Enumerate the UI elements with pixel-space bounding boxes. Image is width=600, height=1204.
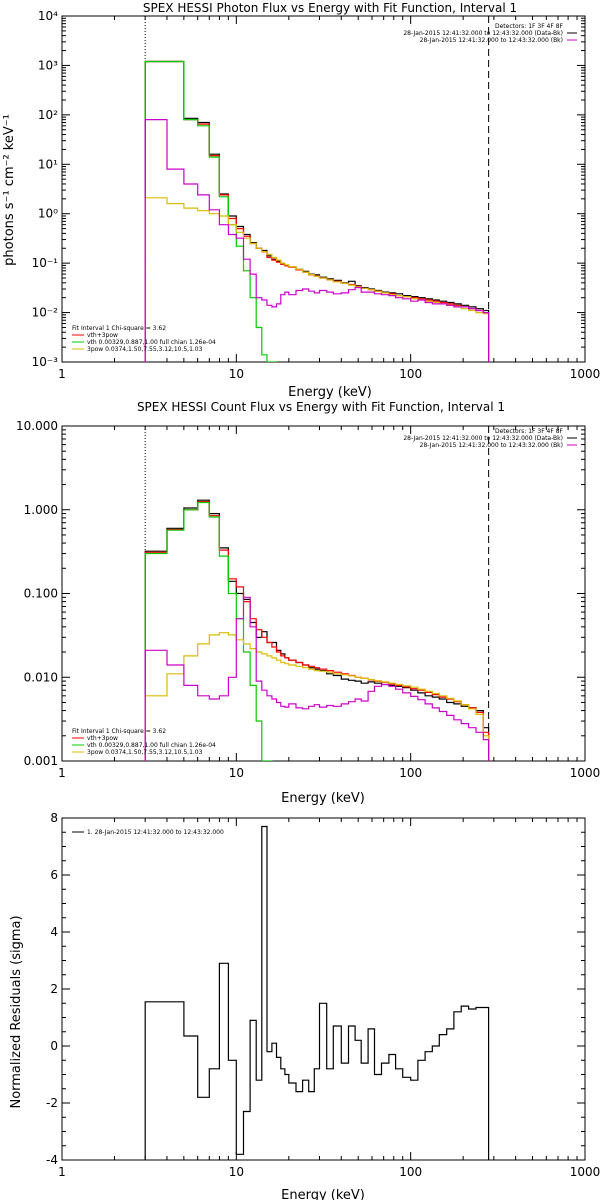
y-tick-label: 10¹: [38, 157, 58, 171]
y-tick-label: 10⁴: [38, 9, 58, 23]
detector-legend-entry: 28-Jan-2015 12:41:32.000 to 12:43:32.000…: [403, 30, 563, 37]
y-axis-label: photons s⁻¹ cm⁻² keV⁻¹: [2, 114, 17, 266]
detector-legend-entry: 28-Jan-2015 12:41:32.000 to 12:43:32.000…: [420, 37, 563, 44]
x-tick-label: 1000: [570, 766, 600, 780]
x-axis-label: Energy (keV): [281, 1188, 365, 1200]
series-line-3pow: [144, 197, 490, 362]
y-tick-label: 10⁻³: [32, 355, 59, 369]
x-tick-label: 1: [58, 367, 66, 381]
y-tick-label: 10.000: [16, 419, 58, 433]
series-line-vth: [144, 501, 273, 761]
legend-entry: 1. 28-Jan-2015 12:41:32.000 to 12:43:32.…: [87, 829, 224, 836]
x-axis-label: Energy (keV): [288, 385, 372, 400]
y-tick-label: -2: [46, 1096, 58, 1110]
series-line-data-bk: [144, 499, 490, 761]
x-tick-label: 1000: [570, 1165, 600, 1179]
detector-legend-entry: Detectors: 1F 3F 4F 8F: [495, 23, 564, 30]
y-axis-label: Normalized Residuals (sigma): [9, 915, 24, 1108]
series-line-vth-3pow: [144, 501, 490, 761]
x-tick-label: 1: [58, 1165, 66, 1179]
panel-title: SPEX HESSI Photon Flux vs Energy with Fi…: [143, 1, 517, 15]
x-tick-label: 1000: [570, 367, 600, 381]
residuals-panel: Energy (keV) Normalized Residuals (sigma…: [9, 811, 600, 1203]
y-tick-label: 0.100: [24, 587, 58, 601]
fit-legend-header: Fit Interval 1 Chi-square = 3.62: [72, 325, 166, 332]
y-tick-label: 10⁰: [38, 207, 58, 221]
y-tick-label: 2: [50, 982, 58, 996]
detector-legend-entry: 28-Jan-2015 12:41:32.000 to 12:43:32.000…: [403, 435, 563, 442]
y-tick-label: 10²: [38, 108, 58, 122]
y-tick-label: 0: [50, 1039, 58, 1053]
legend-entry: vth+3pow: [87, 332, 118, 339]
detector-legend-entry: 28-Jan-2015 12:41:32.000 to 12:43:32.000…: [420, 442, 563, 449]
x-tick-label: 10: [229, 766, 244, 780]
y-tick-label: -4: [46, 1153, 58, 1167]
plot-frame: [61, 15, 586, 363]
x-tick-label: 10: [229, 1165, 244, 1179]
x-tick-label: 1: [58, 766, 66, 780]
legend-entry: vth 0.00329,0.887,1.00 full chian 1.26e-…: [87, 742, 216, 749]
y-tick-label: 8: [50, 811, 58, 825]
series-line-bk: [144, 119, 490, 362]
x-tick-label: 100: [399, 766, 422, 780]
x-tick-label: 100: [399, 367, 422, 381]
legend-entry: 3pow 0.0374,1.50,7.55,3.12,10.5,1.03: [87, 346, 203, 353]
y-tick-label: 10⁻²: [32, 306, 59, 320]
fit-legend-header: Fit Interval 1 Chi-square = 3.62: [72, 728, 166, 735]
y-tick-label: 10⁻¹: [32, 256, 59, 270]
x-tick-label: 10: [229, 367, 244, 381]
legend-entry: vth+3pow: [87, 735, 118, 742]
x-axis-label: Energy (keV): [281, 791, 365, 806]
y-tick-label: 4: [50, 925, 58, 939]
series-line-1-28-jan-2015-12-41-32-000-to-12-43-32-000: [144, 825, 490, 1160]
count-flux-panel: SPEX HESSI Count Flux vs Energy with Fit…: [16, 400, 600, 806]
photon-flux-panel: SPEX HESSI Photon Flux vs Energy with Fi…: [2, 1, 600, 400]
y-tick-label: 10³: [38, 58, 58, 72]
series-line-3pow: [144, 632, 490, 761]
x-tick-label: 100: [399, 1165, 422, 1179]
y-tick-label: 6: [50, 868, 58, 882]
detector-legend-entry: Detectors: 1F 3F 4F 8F: [495, 428, 564, 435]
y-tick-label: 1.000: [24, 503, 58, 517]
y-tick-label: 0.010: [24, 670, 58, 684]
legend-entry: vth 0.00329,0.887,1.00 full chian 1.26e-…: [87, 339, 216, 346]
panel-title: SPEX HESSI Count Flux vs Energy with Fit…: [137, 400, 505, 414]
y-tick-label: 0.001: [24, 754, 58, 768]
legend-entry: 3pow 0.0374,1.50,7.55,3.12,10.5,1.03: [87, 749, 203, 756]
series-line-bk: [144, 596, 490, 761]
